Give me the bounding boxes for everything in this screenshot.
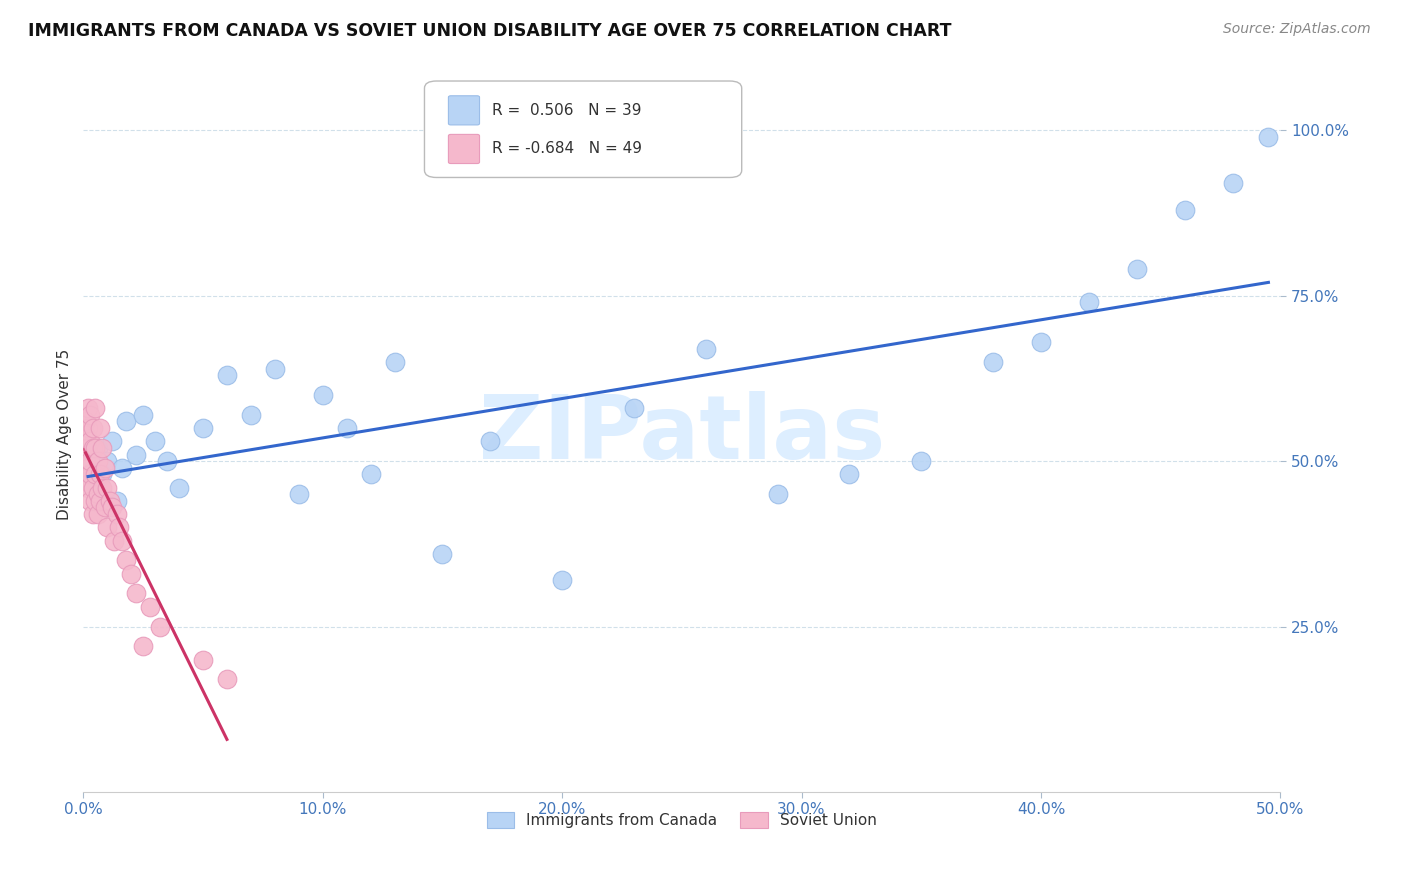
- Text: IMMIGRANTS FROM CANADA VS SOVIET UNION DISABILITY AGE OVER 75 CORRELATION CHART: IMMIGRANTS FROM CANADA VS SOVIET UNION D…: [28, 22, 952, 40]
- FancyBboxPatch shape: [449, 135, 479, 163]
- Point: [838, 467, 860, 482]
- Point: [77, 474, 100, 488]
- Point: [1077, 295, 1099, 310]
- Point: [1222, 176, 1244, 190]
- Point: [79, 454, 101, 468]
- Point: [215, 673, 238, 687]
- Point: [86, 441, 108, 455]
- Point: [86, 454, 108, 468]
- Point: [75, 427, 97, 442]
- Point: [766, 487, 789, 501]
- FancyBboxPatch shape: [449, 95, 479, 125]
- Point: [75, 441, 97, 455]
- Point: [84, 441, 107, 455]
- Point: [105, 507, 128, 521]
- FancyBboxPatch shape: [425, 81, 742, 178]
- Point: [86, 487, 108, 501]
- Point: [479, 434, 502, 449]
- Point: [132, 408, 155, 422]
- Point: [101, 500, 124, 515]
- Text: ZIPatlas: ZIPatlas: [478, 392, 884, 478]
- Point: [89, 494, 111, 508]
- Point: [82, 481, 104, 495]
- Point: [96, 481, 118, 495]
- Point: [125, 586, 148, 600]
- Point: [79, 467, 101, 482]
- Point: [287, 487, 309, 501]
- Point: [215, 368, 238, 383]
- Point: [105, 494, 128, 508]
- Point: [82, 507, 104, 521]
- Point: [1029, 334, 1052, 349]
- Point: [75, 474, 97, 488]
- Point: [96, 454, 118, 468]
- Legend: Immigrants from Canada, Soviet Union: Immigrants from Canada, Soviet Union: [481, 806, 883, 834]
- Point: [82, 421, 104, 435]
- Point: [1174, 202, 1197, 217]
- Point: [79, 494, 101, 508]
- Point: [981, 355, 1004, 369]
- Point: [191, 421, 214, 435]
- Point: [115, 553, 138, 567]
- Point: [384, 355, 406, 369]
- Point: [910, 454, 932, 468]
- Point: [79, 454, 101, 468]
- Point: [77, 421, 100, 435]
- Point: [1125, 262, 1147, 277]
- Point: [77, 401, 100, 416]
- Point: [432, 547, 454, 561]
- Point: [77, 460, 100, 475]
- Point: [125, 448, 148, 462]
- Point: [77, 481, 100, 495]
- Point: [94, 500, 117, 515]
- Point: [695, 342, 717, 356]
- Point: [132, 640, 155, 654]
- Point: [336, 421, 359, 435]
- Point: [84, 401, 107, 416]
- Text: R = -0.684   N = 49: R = -0.684 N = 49: [492, 142, 641, 156]
- Point: [360, 467, 382, 482]
- Point: [239, 408, 262, 422]
- Point: [101, 434, 124, 449]
- Point: [96, 520, 118, 534]
- Point: [156, 454, 179, 468]
- Point: [149, 619, 172, 633]
- Point: [110, 460, 132, 475]
- Text: R =  0.506   N = 39: R = 0.506 N = 39: [492, 103, 641, 118]
- Point: [108, 520, 131, 534]
- Point: [75, 454, 97, 468]
- Point: [139, 599, 162, 614]
- Point: [115, 414, 138, 428]
- Point: [312, 388, 335, 402]
- Y-axis label: Disability Age Over 75: Disability Age Over 75: [58, 349, 72, 520]
- Point: [75, 414, 97, 428]
- Point: [82, 481, 104, 495]
- Point: [89, 421, 111, 435]
- Point: [94, 460, 117, 475]
- Point: [79, 408, 101, 422]
- Point: [77, 441, 100, 455]
- Point: [91, 481, 114, 495]
- Point: [89, 467, 111, 482]
- Point: [86, 507, 108, 521]
- Point: [551, 574, 574, 588]
- Point: [120, 566, 142, 581]
- Point: [84, 467, 107, 482]
- Point: [84, 494, 107, 508]
- Point: [143, 434, 166, 449]
- Point: [167, 481, 190, 495]
- Point: [79, 434, 101, 449]
- Point: [91, 467, 114, 482]
- Point: [103, 533, 125, 548]
- Point: [1257, 130, 1279, 145]
- Point: [98, 494, 121, 508]
- Point: [623, 401, 645, 416]
- Point: [191, 653, 214, 667]
- Point: [91, 441, 114, 455]
- Point: [82, 441, 104, 455]
- Point: [110, 533, 132, 548]
- Text: Source: ZipAtlas.com: Source: ZipAtlas.com: [1223, 22, 1371, 37]
- Point: [263, 361, 285, 376]
